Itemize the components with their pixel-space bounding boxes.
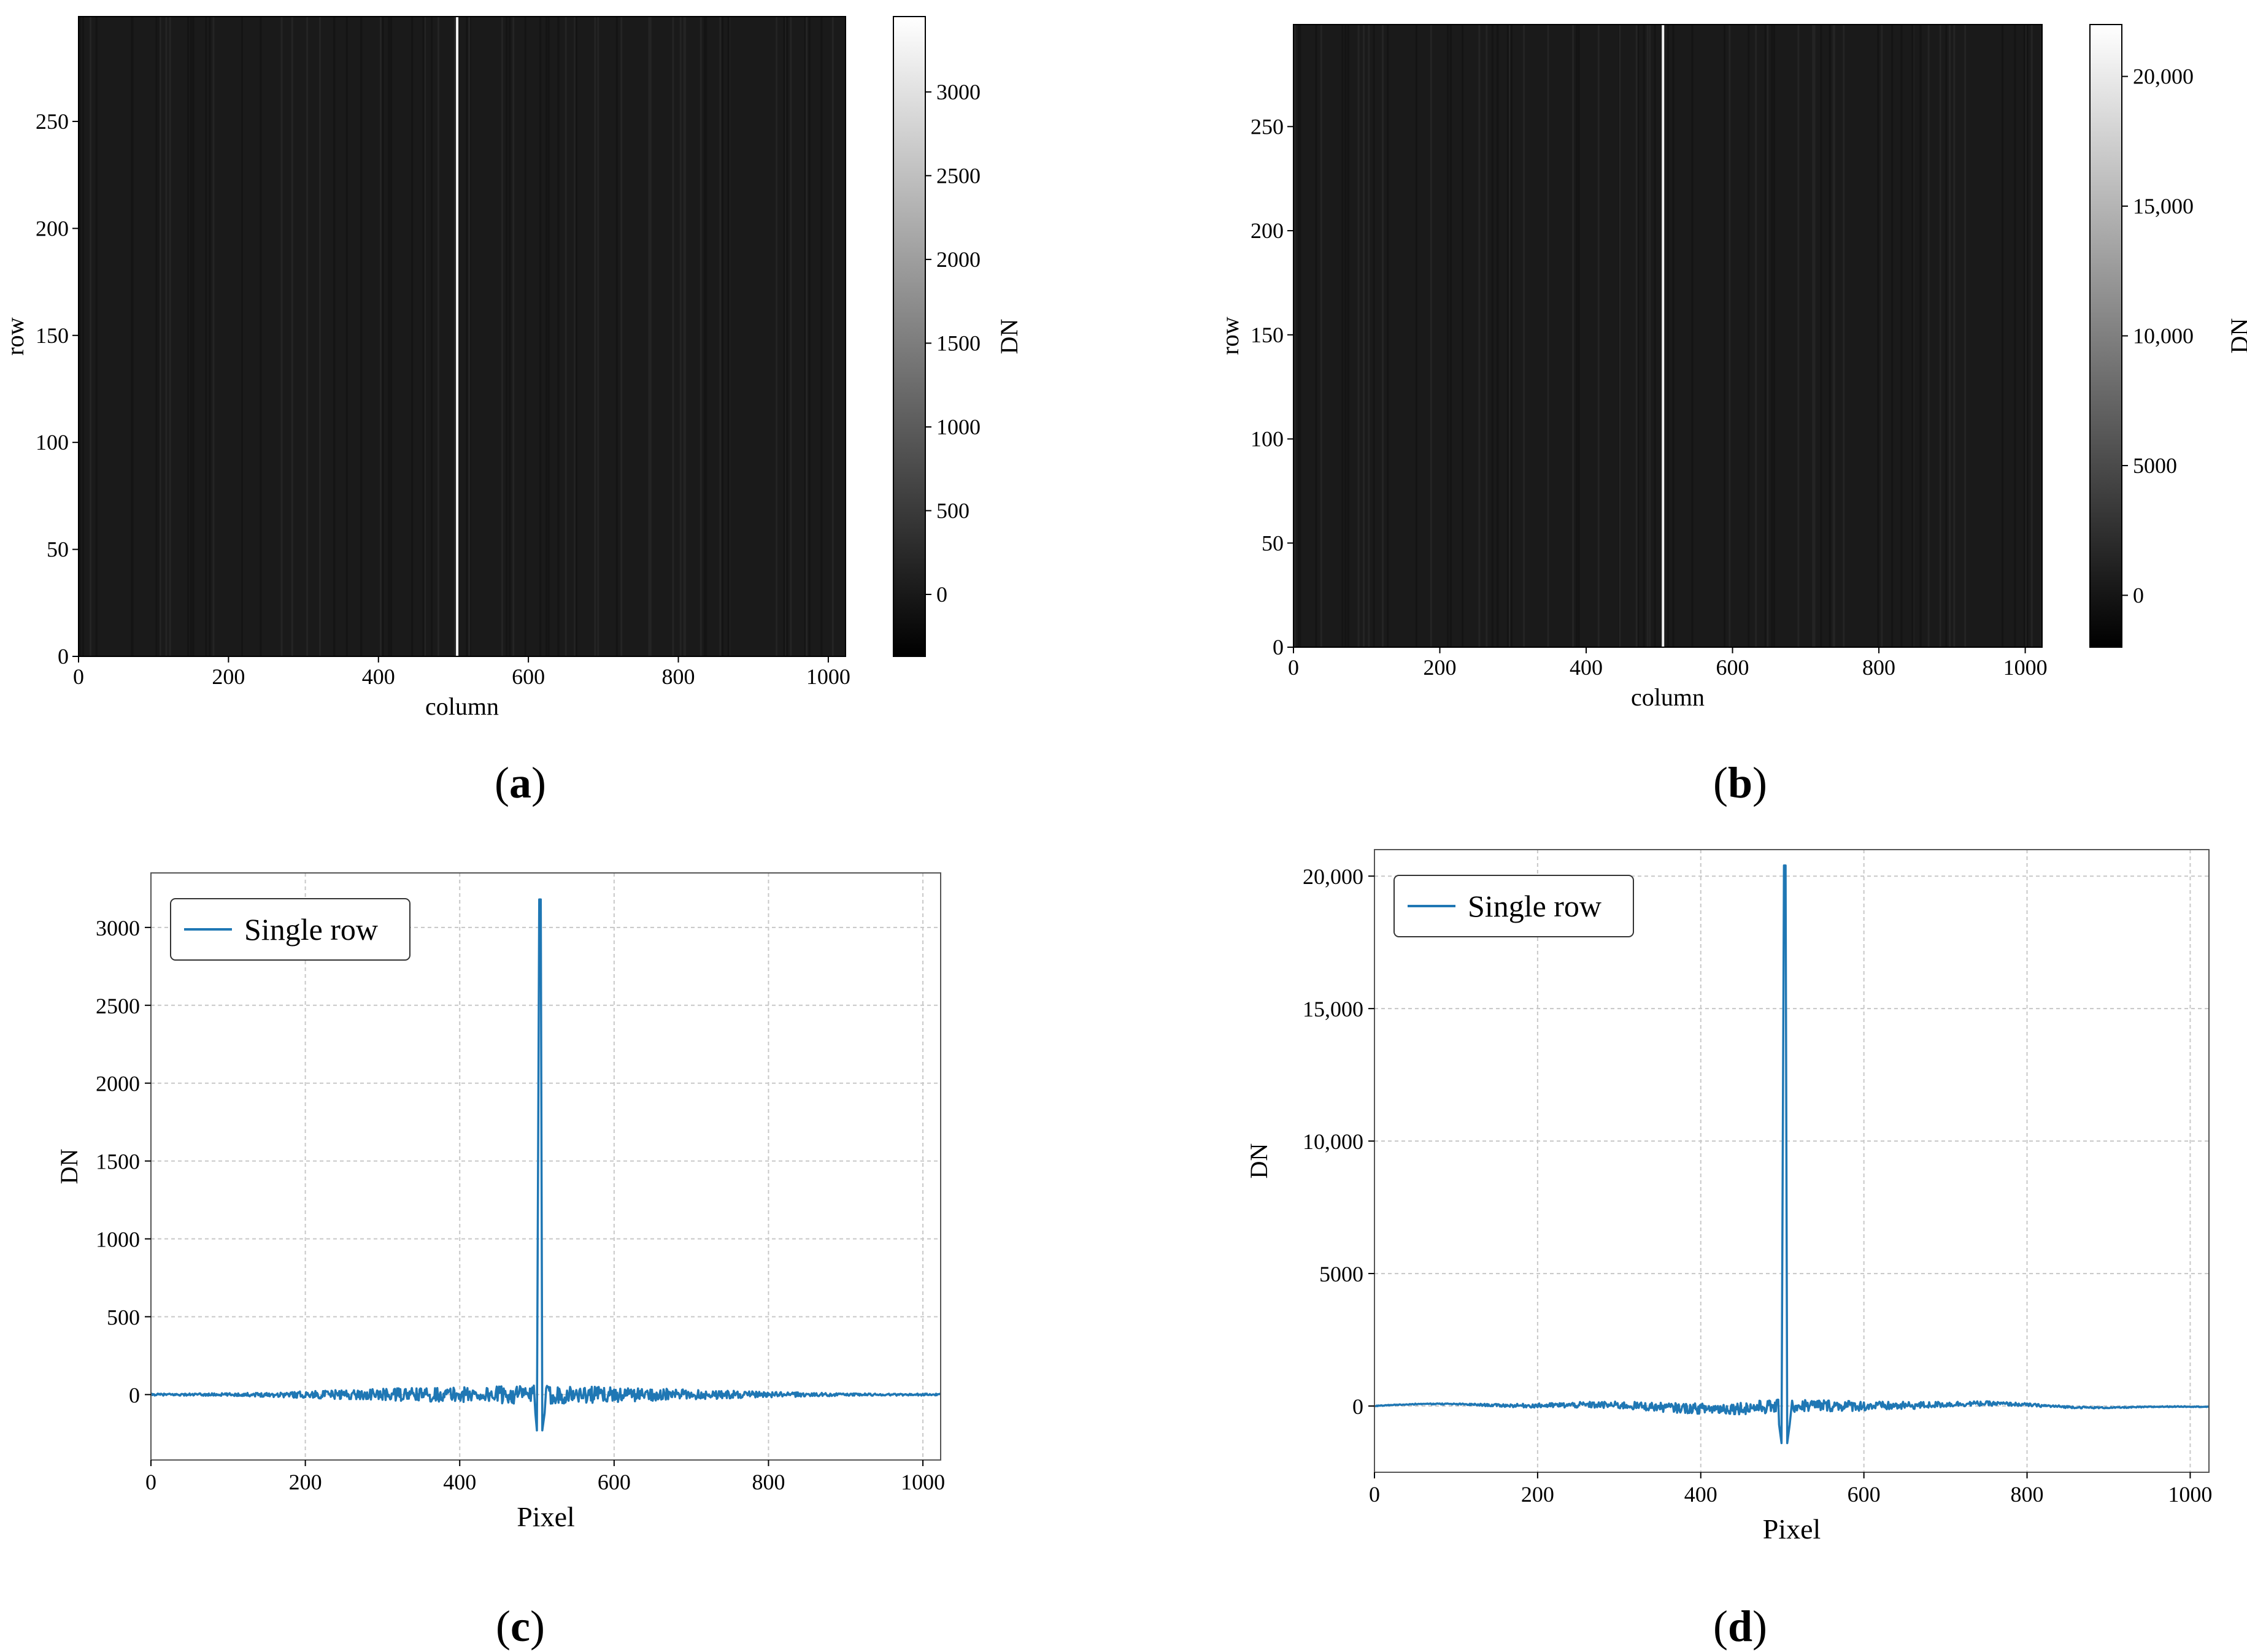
- y-tick-label: 2500: [96, 994, 140, 1018]
- colorbar-tick-label: 2500: [936, 163, 981, 188]
- y-tick-label: 3000: [96, 916, 140, 940]
- colorbar-tick-label: 1000: [936, 415, 981, 439]
- x-axis-label: Pixel: [1763, 1513, 1821, 1545]
- legend-box: [1393, 875, 1634, 937]
- y-axis-label: DN: [1245, 1143, 1273, 1179]
- plot-frame: [78, 16, 846, 657]
- x-tick-label: 1000: [2003, 655, 2048, 680]
- x-tick-label: 0: [73, 664, 84, 689]
- x-tick-label: 800: [752, 1470, 785, 1494]
- y-tick-label: 50: [47, 537, 69, 562]
- y-tick-label: 0: [1273, 635, 1284, 659]
- legend-box: [170, 898, 410, 961]
- y-tick-label: 1000: [96, 1227, 140, 1252]
- x-tick-label: 0: [1288, 655, 1299, 680]
- panel-a-heatmap: 0 200 400 600 800 1000 0 50 100 150 200 250 column ro…: [1, 16, 1023, 720]
- caption-c: (c): [496, 1602, 545, 1651]
- colorbar-label: DN: [2226, 318, 2247, 354]
- x-tick-label: 800: [1862, 655, 1895, 680]
- y-tick-label: 0: [58, 644, 69, 669]
- panel-c-line-chart: 0 200 400 600 800 1000 0 500 1000 1500 2000 2500 300…: [55, 872, 945, 1532]
- plot-area: [151, 873, 941, 1460]
- y-tick-label: 2000: [96, 1072, 140, 1096]
- x-tick-label: 600: [1848, 1482, 1881, 1507]
- x-tick-label: 200: [1424, 655, 1457, 680]
- y-tick-label: 10,000: [1303, 1129, 1363, 1154]
- x-axis-label: column: [1631, 683, 1705, 711]
- x-tick-label: 400: [362, 664, 395, 689]
- colorbar-tick-label: 10,000: [2133, 324, 2194, 348]
- x-tick-label: 400: [443, 1470, 476, 1494]
- x-tick-label: 1000: [2168, 1482, 2212, 1507]
- y-tick-label: 150: [1251, 323, 1284, 347]
- x-tick-label: 600: [512, 664, 545, 689]
- y-tick-label: 150: [36, 323, 69, 348]
- x-tick-label: 200: [212, 664, 245, 689]
- y-tick-label: 200: [36, 216, 69, 240]
- y-tick-label: 15,000: [1303, 997, 1363, 1021]
- x-tick-label: 1000: [901, 1470, 945, 1494]
- plot-area: [1374, 850, 2209, 1472]
- colorbar: [893, 16, 926, 657]
- series-line-single-row: [1374, 864, 2210, 1445]
- y-tick-label: 5000: [1319, 1262, 1363, 1286]
- colorbar-tick-label: 5000: [2133, 453, 2177, 478]
- y-tick-label: 50: [1262, 531, 1284, 555]
- caption-a: (a): [495, 758, 546, 807]
- y-tick-label: 20,000: [1303, 864, 1363, 889]
- y-tick-label: 0: [1352, 1394, 1363, 1419]
- x-tick-label: 200: [289, 1470, 322, 1494]
- x-tick-label: 200: [1521, 1482, 1554, 1507]
- x-tick-label: 400: [1684, 1482, 1717, 1507]
- y-axis-label: row: [1216, 317, 1244, 355]
- plot-frame: [1293, 24, 2043, 648]
- x-axis-label: Pixel: [517, 1501, 575, 1532]
- y-tick-label: 100: [1251, 427, 1284, 451]
- x-tick-label: 0: [145, 1470, 156, 1494]
- y-tick-label: 250: [1251, 114, 1284, 139]
- y-tick-label: 100: [36, 430, 69, 455]
- colorbar-tick-label: 500: [936, 498, 969, 523]
- caption-b: (b): [1713, 758, 1767, 807]
- y-tick-label: 500: [107, 1305, 140, 1329]
- y-axis-label: DN: [55, 1149, 83, 1185]
- y-tick-label: 0: [129, 1383, 140, 1407]
- legend-label: Single row: [244, 912, 378, 947]
- x-tick-label: 1000: [806, 664, 850, 689]
- colorbar-tick-label: 3000: [936, 80, 981, 104]
- colorbar-tick-label: 0: [2133, 583, 2144, 607]
- panel-b-heatmap: 0 200 400 600 800 1000 0 50 100 150 200 250 column ro…: [1216, 24, 2247, 711]
- plot-frame: [1374, 849, 2210, 1473]
- plot-frame: [150, 872, 941, 1461]
- x-tick-label: 600: [1716, 655, 1749, 680]
- colorbar-tick-label: 20,000: [2133, 64, 2194, 89]
- x-axis-label: column: [425, 693, 499, 720]
- y-tick-label: 1500: [96, 1150, 140, 1174]
- colorbar: [2089, 24, 2122, 648]
- x-tick-label: 400: [1570, 655, 1603, 680]
- colorbar-tick-label: 2000: [936, 247, 981, 272]
- colorbar-tick-label: 0: [936, 582, 947, 607]
- y-tick-label: 200: [1251, 218, 1284, 243]
- x-tick-label: 0: [1369, 1482, 1380, 1507]
- x-tick-label: 800: [662, 664, 695, 689]
- caption-d: (d): [1713, 1602, 1767, 1651]
- y-tick-label: 250: [36, 109, 69, 134]
- x-tick-label: 800: [2011, 1482, 2044, 1507]
- legend-label: Single row: [1468, 889, 1601, 923]
- x-tick-label: 600: [598, 1470, 631, 1494]
- series-line-single-row: [150, 898, 941, 1432]
- colorbar-tick-label: 15,000: [2133, 194, 2194, 218]
- panel-d-line-chart: 0 200 400 600 800 1000 0 5000 10,000 15,000 20,000…: [1245, 849, 2212, 1545]
- colorbar-label: DN: [995, 319, 1023, 355]
- colorbar-tick-label: 1500: [936, 331, 981, 355]
- y-axis-label: row: [1, 317, 29, 355]
